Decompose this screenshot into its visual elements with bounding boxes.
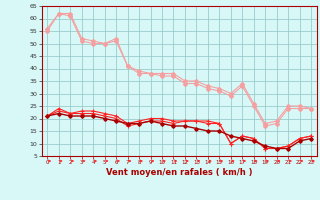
X-axis label: Vent moyen/en rafales ( km/h ): Vent moyen/en rafales ( km/h ): [106, 168, 252, 177]
